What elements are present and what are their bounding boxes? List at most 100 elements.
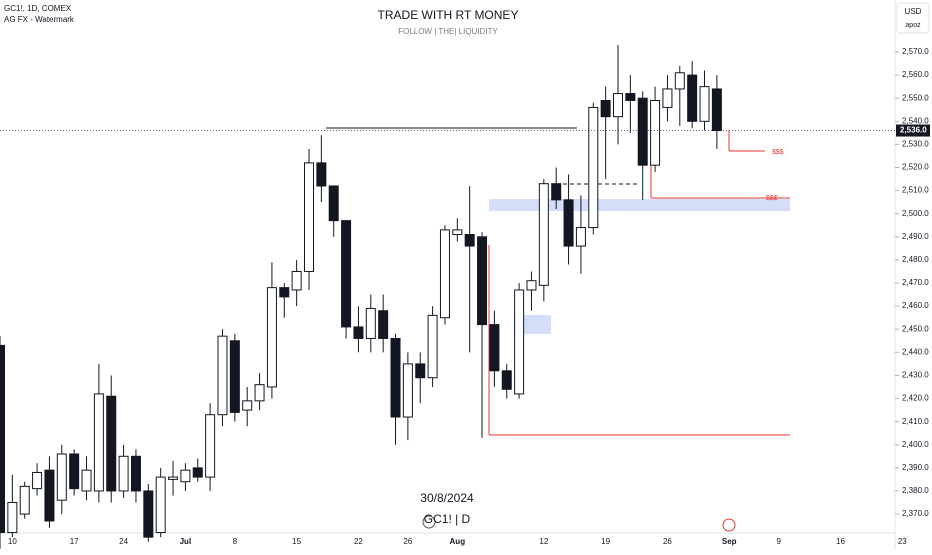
candle-body bbox=[489, 324, 500, 372]
candle-body bbox=[452, 229, 463, 236]
y-tick-label: 2,480.0 bbox=[902, 255, 929, 264]
candle-body bbox=[328, 185, 339, 222]
candle-body bbox=[551, 183, 562, 201]
candle-body bbox=[439, 229, 450, 319]
currency: USD bbox=[905, 7, 922, 16]
y-tick-label: 2,380.0 bbox=[902, 486, 929, 495]
candle-body bbox=[180, 469, 191, 483]
candle-body bbox=[254, 384, 265, 402]
candle-body bbox=[56, 453, 67, 501]
candle-body bbox=[118, 455, 129, 492]
candle-body bbox=[588, 106, 599, 229]
x-tick-label: 17 bbox=[70, 537, 79, 546]
x-tick-label: 9 bbox=[776, 537, 781, 546]
x-tick-label: Aug bbox=[450, 537, 466, 546]
last-price-box bbox=[896, 124, 930, 137]
candle-body bbox=[316, 162, 327, 187]
candle-body bbox=[69, 453, 80, 490]
candle-body bbox=[93, 393, 104, 492]
y-tick-label: 2,440.0 bbox=[902, 347, 929, 356]
candle-body bbox=[538, 183, 549, 286]
x-tick-label: 24 bbox=[119, 537, 128, 546]
candle-body bbox=[341, 220, 352, 328]
candle-body bbox=[353, 326, 364, 339]
annotation: $$$ bbox=[766, 195, 778, 202]
candle-body bbox=[7, 502, 18, 534]
candle-body bbox=[291, 270, 302, 291]
candle-body bbox=[81, 469, 92, 492]
last-price-label: 2,536.0 bbox=[900, 126, 927, 135]
y-tick-label: 2,560.0 bbox=[902, 70, 929, 79]
x-tick-label: 12 bbox=[539, 537, 548, 546]
symbol: GC1!, 1D, COMEX bbox=[4, 4, 72, 13]
replay-icon[interactable] bbox=[422, 515, 436, 529]
candle-body bbox=[304, 162, 314, 272]
y-tick-label: 2,530.0 bbox=[902, 140, 929, 149]
y-tick-label: 2,550.0 bbox=[902, 93, 929, 102]
x-tick-label: 23 bbox=[898, 537, 907, 546]
event-icon[interactable] bbox=[722, 518, 736, 532]
candle-body bbox=[427, 314, 438, 379]
x-tick-label: 26 bbox=[403, 537, 412, 546]
candle-body bbox=[279, 287, 290, 298]
y-tick-label: 2,490.0 bbox=[902, 232, 929, 241]
currency-box[interactable] bbox=[896, 2, 930, 34]
candle-body bbox=[0, 344, 5, 534]
y-tick-label: 2,460.0 bbox=[902, 301, 929, 310]
x-tick-label: Sep bbox=[722, 537, 737, 546]
y-tick-label: 2,390.0 bbox=[902, 463, 929, 472]
candle-body bbox=[266, 287, 277, 388]
y-tick-label: 2,570.0 bbox=[902, 47, 929, 56]
candle-body bbox=[378, 310, 389, 339]
watermark: AG FX - Watermark bbox=[4, 15, 75, 24]
y-tick-label: 2,400.0 bbox=[902, 440, 929, 449]
candle-body bbox=[32, 471, 43, 490]
date-label: 30/8/2024 bbox=[420, 491, 474, 505]
y-tick-label: 2,450.0 bbox=[902, 324, 929, 333]
currency-note: apoz bbox=[905, 22, 921, 29]
y-tick-label: 2,510.0 bbox=[902, 186, 929, 195]
candle-body bbox=[637, 97, 648, 166]
x-tick-label: 10 bbox=[8, 537, 17, 546]
y-tick-label: 2,410.0 bbox=[902, 417, 929, 426]
y-tick-label: 2,520.0 bbox=[902, 163, 929, 172]
y-tick-label: 2,500.0 bbox=[902, 209, 929, 218]
candle-body bbox=[229, 340, 240, 413]
candle-body bbox=[526, 280, 537, 291]
candle-body bbox=[662, 88, 673, 108]
x-tick-label: Jul bbox=[180, 537, 192, 546]
candle-body bbox=[687, 74, 698, 122]
candle-body bbox=[575, 227, 586, 247]
candle-body bbox=[168, 476, 179, 480]
x-tick-label: 8 bbox=[233, 537, 238, 546]
x-tick-label: 26 bbox=[663, 537, 672, 546]
x-tick-label: 15 bbox=[292, 537, 301, 546]
candle-body bbox=[699, 86, 710, 122]
candle-body bbox=[19, 485, 30, 515]
candle-body bbox=[130, 455, 141, 492]
candle-body bbox=[106, 395, 117, 492]
candle-body bbox=[402, 363, 413, 418]
candle-body bbox=[464, 234, 475, 247]
candle-body bbox=[514, 289, 525, 395]
candle-body bbox=[501, 370, 512, 390]
candle-body bbox=[415, 363, 426, 379]
y-tick-label: 2,470.0 bbox=[902, 278, 929, 287]
zone bbox=[489, 199, 790, 211]
chart-title: TRADE WITH RT MONEY bbox=[378, 8, 519, 22]
chart-subtitle: FOLLOW | THE| LIQUIDITY bbox=[398, 27, 498, 36]
candle-body bbox=[217, 335, 228, 416]
x-tick-label: 19 bbox=[601, 537, 610, 546]
y-tick-label: 2,370.0 bbox=[902, 509, 929, 518]
candle-body bbox=[625, 93, 636, 102]
y-tick-label: 2,420.0 bbox=[902, 394, 929, 403]
candle-body bbox=[600, 100, 611, 118]
candle-body bbox=[477, 236, 488, 326]
candle-body bbox=[242, 400, 253, 411]
candle-body bbox=[613, 93, 623, 118]
candle-body bbox=[192, 467, 203, 478]
x-tick-label: 22 bbox=[354, 537, 363, 546]
